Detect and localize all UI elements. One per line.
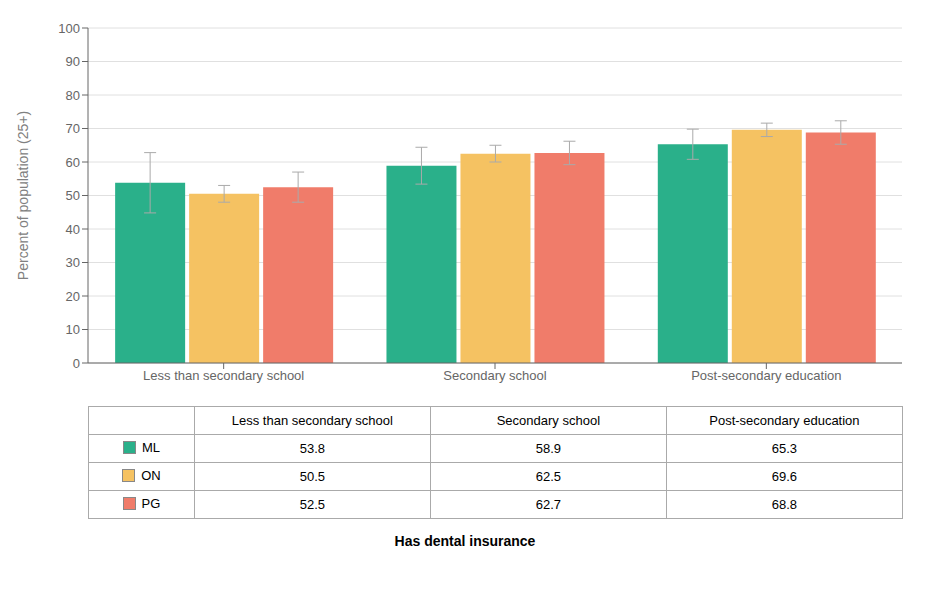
- svg-text:60: 60: [66, 155, 80, 170]
- svg-text:90: 90: [66, 54, 80, 69]
- svg-text:Less than secondary school: Less than secondary school: [143, 368, 304, 383]
- html-text:ML: ML: [141, 440, 160, 455]
- html-text:53.8: 53.8: [299, 441, 325, 456]
- svg-text:Post-secondary education: Post-secondary education: [691, 368, 841, 383]
- svg-text:30: 30: [66, 255, 80, 270]
- svg-text:20: 20: [66, 289, 80, 304]
- svg-text:Secondary school: Secondary school: [443, 368, 546, 383]
- html-text:Has dental insurance: Has dental insurance: [394, 533, 536, 549]
- html-text:ON: ON: [141, 468, 161, 483]
- svg-text:10: 10: [66, 322, 80, 337]
- svg-text:80: 80: [66, 88, 80, 103]
- html-text:65.3: 65.3: [771, 441, 798, 456]
- svg-text:70: 70: [66, 121, 80, 136]
- html-text:PG: PG: [141, 496, 161, 511]
- html-text:52.5: 52.5: [299, 497, 325, 512]
- html-text:Post-secondary education: Post-secondary education: [709, 413, 860, 428]
- html-text:58.9: 58.9: [535, 441, 561, 456]
- html-text:50.5: 50.5: [299, 469, 325, 484]
- svg-text:Percent of population (25+): Percent of population (25+): [15, 111, 31, 280]
- html-text:Secondary school: Secondary school: [496, 413, 600, 428]
- svg-text:50: 50: [66, 188, 80, 203]
- html-text:Less than secondary school: Less than secondary school: [231, 413, 393, 428]
- html-text:62.5: 62.5: [535, 469, 561, 484]
- html-text:69.6: 69.6: [771, 469, 798, 484]
- svg-text:100: 100: [58, 21, 80, 36]
- svg-text:40: 40: [66, 222, 80, 237]
- html-text:62.7: 62.7: [535, 497, 561, 512]
- html-text:68.8: 68.8: [771, 497, 798, 512]
- svg-text:0: 0: [73, 356, 80, 371]
